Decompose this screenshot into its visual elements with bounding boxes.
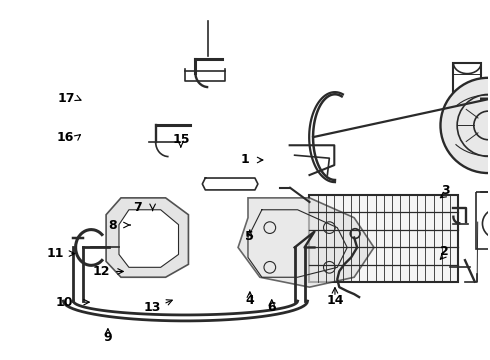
Text: 15: 15 (172, 134, 190, 147)
Polygon shape (106, 198, 189, 277)
Text: 7: 7 (133, 201, 142, 214)
Text: 2: 2 (440, 245, 449, 258)
Bar (476, 192, 490, 249)
Text: 8: 8 (108, 219, 117, 231)
Bar (310, 195, 458, 282)
Text: 14: 14 (326, 294, 343, 307)
Polygon shape (238, 198, 374, 287)
Text: 17: 17 (57, 92, 75, 105)
Text: 13: 13 (144, 301, 161, 314)
Text: 12: 12 (93, 265, 110, 278)
Text: 16: 16 (56, 131, 74, 144)
Text: 10: 10 (55, 296, 73, 309)
Text: 4: 4 (245, 294, 254, 307)
Text: 6: 6 (268, 301, 276, 314)
Text: 11: 11 (47, 247, 64, 260)
Text: 3: 3 (441, 184, 450, 197)
Text: 1: 1 (241, 153, 249, 166)
Text: 5: 5 (245, 230, 254, 243)
Circle shape (441, 78, 490, 173)
Bar (453, 63, 481, 134)
Polygon shape (119, 210, 178, 267)
Text: 9: 9 (103, 332, 112, 345)
